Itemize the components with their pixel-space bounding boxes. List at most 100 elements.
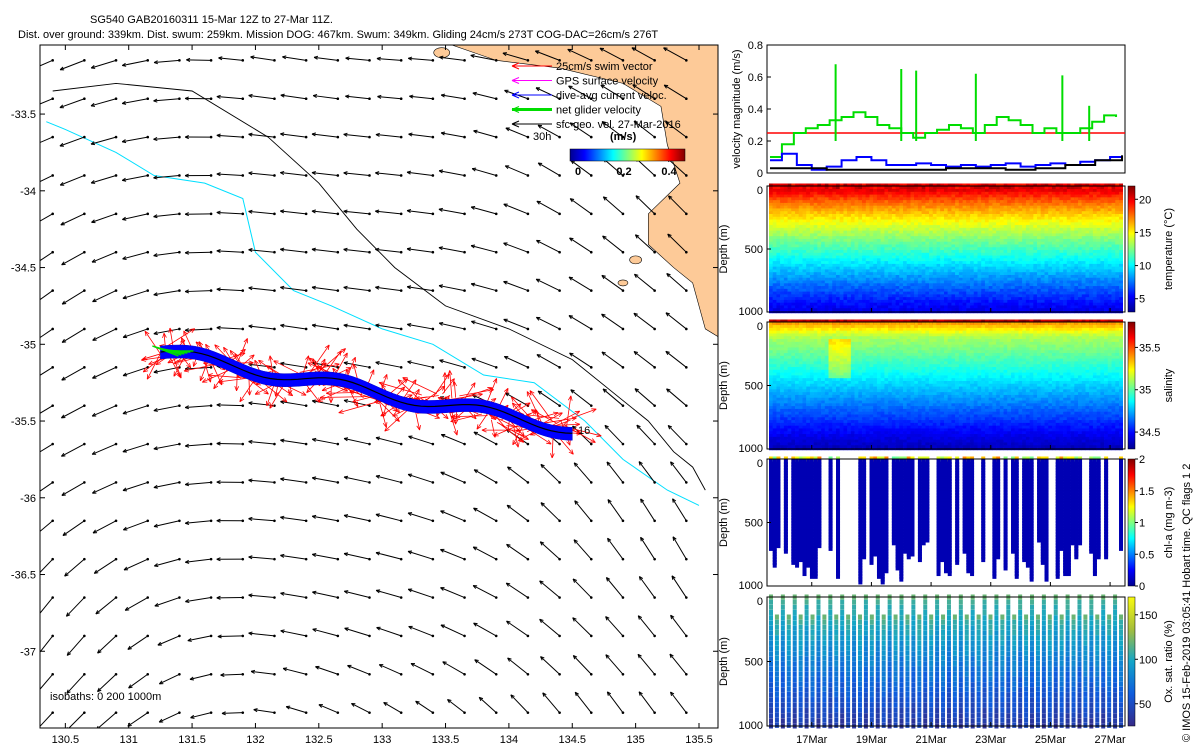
- swim-vector-head-193: [481, 427, 487, 433]
- geo-arrow-231: [408, 625, 434, 637]
- profile-point-0: [780, 213, 785, 219]
- swim-vector-head-212: [526, 412, 532, 418]
- map-xtick-label-6: 133.5: [432, 734, 460, 746]
- profile-point-0: [798, 244, 803, 250]
- geo-arrow-247: [440, 549, 465, 560]
- geo-arrow-head-43: [92, 337, 97, 341]
- geo-arrow-214: [379, 664, 402, 675]
- geo-arrow-235: [441, 94, 465, 100]
- profile-point-0: [772, 191, 777, 197]
- profile-point-0: [791, 200, 796, 206]
- profile-point-0: [769, 208, 773, 214]
- profile-point-0: [772, 272, 777, 278]
- geo-arrow-tail-98: [209, 366, 213, 369]
- geo-arrow-63: [122, 405, 148, 415]
- geo-arrow-head-46: [91, 451, 97, 455]
- profile-point-0: [776, 283, 781, 289]
- geo-arrow-head-36: [90, 65, 96, 69]
- geo-arrow-tail-345: [653, 174, 656, 177]
- geo-arrow-179: [318, 704, 339, 714]
- geo-arrow-tail-204: [399, 289, 403, 292]
- geo-arrow-tail-251: [463, 711, 466, 714]
- geo-arrow-tail-140: [273, 596, 276, 599]
- profile-point-0: [780, 191, 785, 197]
- geo-arrow-head-268: [474, 659, 479, 664]
- geo-arrow-tail-377: [685, 711, 688, 714]
- geo-arrow-274: [503, 203, 529, 215]
- geo-arrow-head-278: [503, 355, 509, 360]
- profile-point-0: [769, 225, 773, 231]
- geo-arrow-239: [438, 247, 465, 253]
- geo-arrow-269: [478, 696, 497, 714]
- sfc-geo-vectors: [40, 47, 688, 728]
- geo-arrow-323: [574, 691, 592, 713]
- geo-arrow-tail-53: [114, 711, 118, 714]
- profile-point-0: [787, 280, 792, 286]
- geo-arrow-175: [312, 553, 338, 560]
- geo-arrow-tail-322: [589, 672, 593, 676]
- geo-arrow-tail-48: [114, 519, 118, 523]
- geo-arrow-head-40: [91, 219, 96, 224]
- geo-arrow-head-148: [280, 209, 285, 214]
- swim-vector-head-138: [397, 379, 404, 385]
- geo-arrow-262: [473, 431, 497, 445]
- geo-arrow-tail-81: [178, 404, 181, 407]
- geo-arrow-tail-174: [336, 519, 340, 523]
- geo-arrow-tail-72: [178, 59, 181, 62]
- geo-arrow-15: [40, 635, 54, 653]
- profile-point-0: [791, 283, 796, 289]
- profile-point-0: [776, 186, 781, 192]
- profile-point-0: [780, 202, 785, 208]
- profile-point-0: [780, 216, 785, 222]
- geo-arrow-88: [159, 673, 180, 685]
- profile-point-0: [772, 255, 777, 261]
- profile-point-0: [787, 302, 792, 308]
- profile-point-0: [769, 294, 773, 300]
- profile-point-0: [795, 236, 800, 242]
- geo-arrow-tail-374: [685, 596, 688, 599]
- geo-arrow-58: [122, 213, 148, 220]
- profile-point-0: [769, 277, 773, 283]
- swim-vector-head-207: [515, 428, 521, 433]
- legend-arrowhead-1: [511, 77, 520, 84]
- swim-vector-head-188: [514, 442, 520, 448]
- profile-point-0: [791, 302, 796, 308]
- profile-point-0: [795, 219, 800, 225]
- profile-point-0: [780, 305, 785, 311]
- geo-arrow-head-167: [311, 247, 316, 252]
- profile-point-0: [772, 211, 777, 217]
- geo-arrow-190: [343, 437, 370, 445]
- geo-arrow-head-111: [216, 172, 221, 177]
- profile-point-0: [780, 189, 785, 195]
- geo-arrow-tail-344: [653, 135, 656, 139]
- profile-point-0: [776, 258, 781, 264]
- geo-arrow-333: [602, 388, 624, 407]
- geo-arrow-head-84: [153, 523, 159, 528]
- geo-arrow-head-101: [184, 482, 190, 487]
- geo-arrow-11: [40, 482, 53, 492]
- geo-arrow-tail-373: [685, 557, 688, 561]
- swim-vector-head-63: [274, 391, 279, 397]
- geo-arrow-head-93: [184, 173, 189, 178]
- profile-point-0: [772, 283, 777, 289]
- geo-arrow-tail-325: [621, 97, 625, 101]
- geo-arrow-222: [407, 286, 433, 292]
- profile-point-0: [772, 233, 777, 239]
- geo-arrow-150: [280, 286, 307, 292]
- geo-arrow-head-273: [504, 165, 510, 170]
- geo-arrow-tail-240: [463, 289, 466, 292]
- profile-point-0: [798, 233, 803, 239]
- profile-point-0: [791, 291, 796, 297]
- profile-point-0: [783, 294, 788, 300]
- profile-point-0: [780, 233, 785, 239]
- swim-vector-head-93: [343, 352, 348, 358]
- geo-arrow-299: [540, 464, 560, 483]
- geo-arrow-head-117: [216, 402, 221, 407]
- geo-arrow-head-376: [669, 653, 674, 659]
- profile-point-0: [795, 202, 800, 208]
- swim-vector-80: [310, 344, 330, 372]
- profile-point-0: [795, 274, 800, 280]
- geo-arrow-tail-36: [114, 59, 118, 62]
- geo-arrow-tail-88: [178, 672, 181, 676]
- geo-arrow-head-21: [59, 181, 65, 186]
